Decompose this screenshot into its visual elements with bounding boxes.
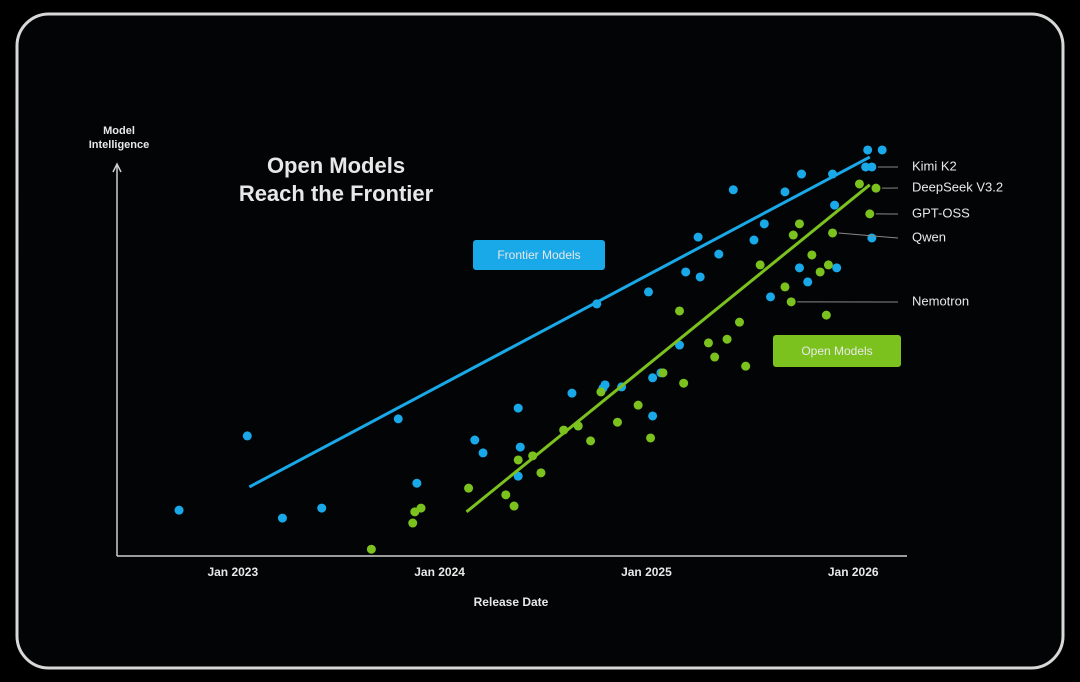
- data-point: [412, 478, 422, 488]
- data-point: [867, 162, 877, 172]
- data-point: [658, 368, 668, 378]
- data-point: [854, 179, 864, 189]
- annotation-label: GPT-OSS: [912, 205, 970, 220]
- data-point: [755, 260, 765, 270]
- data-point: [780, 187, 790, 197]
- trend-line: [248, 155, 871, 489]
- data-point: [807, 250, 817, 260]
- data-point: [513, 455, 523, 465]
- data-point: [759, 219, 769, 229]
- annotation-label: Qwen: [912, 229, 946, 244]
- data-point: [828, 169, 838, 179]
- data-point: [528, 451, 538, 461]
- data-point: [515, 442, 525, 452]
- data-point: [734, 317, 744, 327]
- data-point: [366, 544, 376, 554]
- x-axis-label: Release Date: [474, 595, 549, 609]
- data-point: [865, 209, 875, 219]
- data-point: [722, 334, 732, 344]
- data-point: [741, 361, 751, 371]
- data-point: [470, 435, 480, 445]
- data-point: [464, 483, 474, 493]
- x-tick-label: Jan 2024: [414, 565, 465, 579]
- x-tick-label: Jan 2025: [621, 565, 672, 579]
- data-point: [786, 297, 796, 307]
- data-point: [513, 471, 523, 481]
- y-axis-label: Intelligence: [89, 139, 150, 151]
- data-point: [536, 468, 546, 478]
- data-point: [592, 299, 602, 309]
- chart-title: Open Models: [267, 153, 405, 178]
- data-point: [174, 505, 184, 515]
- data-point: [509, 501, 519, 511]
- data-point: [646, 433, 656, 443]
- x-tick-label: Jan 2026: [828, 565, 879, 579]
- data-point: [681, 267, 691, 277]
- data-point: [596, 387, 606, 397]
- data-point: [788, 230, 798, 240]
- data-point: [277, 513, 287, 523]
- data-point: [600, 380, 610, 390]
- data-point: [863, 145, 873, 155]
- data-point: [794, 263, 804, 273]
- data-point: [573, 421, 583, 431]
- data-point: [693, 232, 703, 242]
- data-point: [797, 169, 807, 179]
- data-point: [749, 235, 759, 245]
- data-point: [815, 267, 825, 277]
- annotation-leader: [838, 232, 899, 239]
- legend-label: Frontier Models: [497, 248, 580, 262]
- data-point: [513, 403, 523, 413]
- data-point: [877, 145, 887, 155]
- data-point: [416, 503, 426, 513]
- data-point: [867, 233, 877, 243]
- y-axis-label: Model: [103, 125, 135, 137]
- data-point: [478, 448, 488, 458]
- data-point: [695, 272, 705, 282]
- data-point: [821, 310, 831, 320]
- data-point: [728, 185, 738, 195]
- data-point: [242, 431, 252, 441]
- data-point: [586, 436, 596, 446]
- data-point: [830, 200, 840, 210]
- data-point: [675, 306, 685, 316]
- data-point: [559, 425, 569, 435]
- chart-title: Reach the Frontier: [239, 181, 434, 206]
- data-point: [794, 219, 804, 229]
- annotation-label: Kimi K2: [912, 158, 957, 173]
- data-point: [679, 378, 689, 388]
- legend-box: [473, 240, 605, 270]
- data-point: [633, 400, 643, 410]
- data-point: [648, 373, 658, 383]
- data-point: [612, 417, 622, 427]
- data-point: [780, 282, 790, 292]
- data-point: [501, 490, 511, 500]
- screen-frame: [15, 12, 1065, 670]
- annotation-label: Nemotron: [912, 293, 969, 308]
- data-point: [648, 411, 658, 421]
- x-tick-label: Jan 2023: [207, 565, 258, 579]
- data-point: [823, 260, 833, 270]
- data-point: [703, 338, 713, 348]
- data-point: [567, 388, 577, 398]
- legend-label: Open Models: [801, 344, 872, 358]
- data-point: [766, 292, 776, 302]
- annotation-label: DeepSeek V3.2: [912, 179, 1003, 194]
- data-point: [393, 414, 403, 424]
- data-point: [871, 183, 881, 193]
- data-point: [643, 287, 653, 297]
- data-point: [317, 503, 327, 513]
- legend-box: [773, 335, 901, 367]
- data-point: [408, 518, 418, 528]
- data-point: [828, 228, 838, 238]
- data-point: [714, 249, 724, 259]
- data-point: [861, 162, 871, 172]
- data-point: [710, 352, 720, 362]
- data-point: [832, 263, 842, 273]
- y-axis-arrow: [112, 162, 122, 173]
- data-point: [803, 277, 813, 287]
